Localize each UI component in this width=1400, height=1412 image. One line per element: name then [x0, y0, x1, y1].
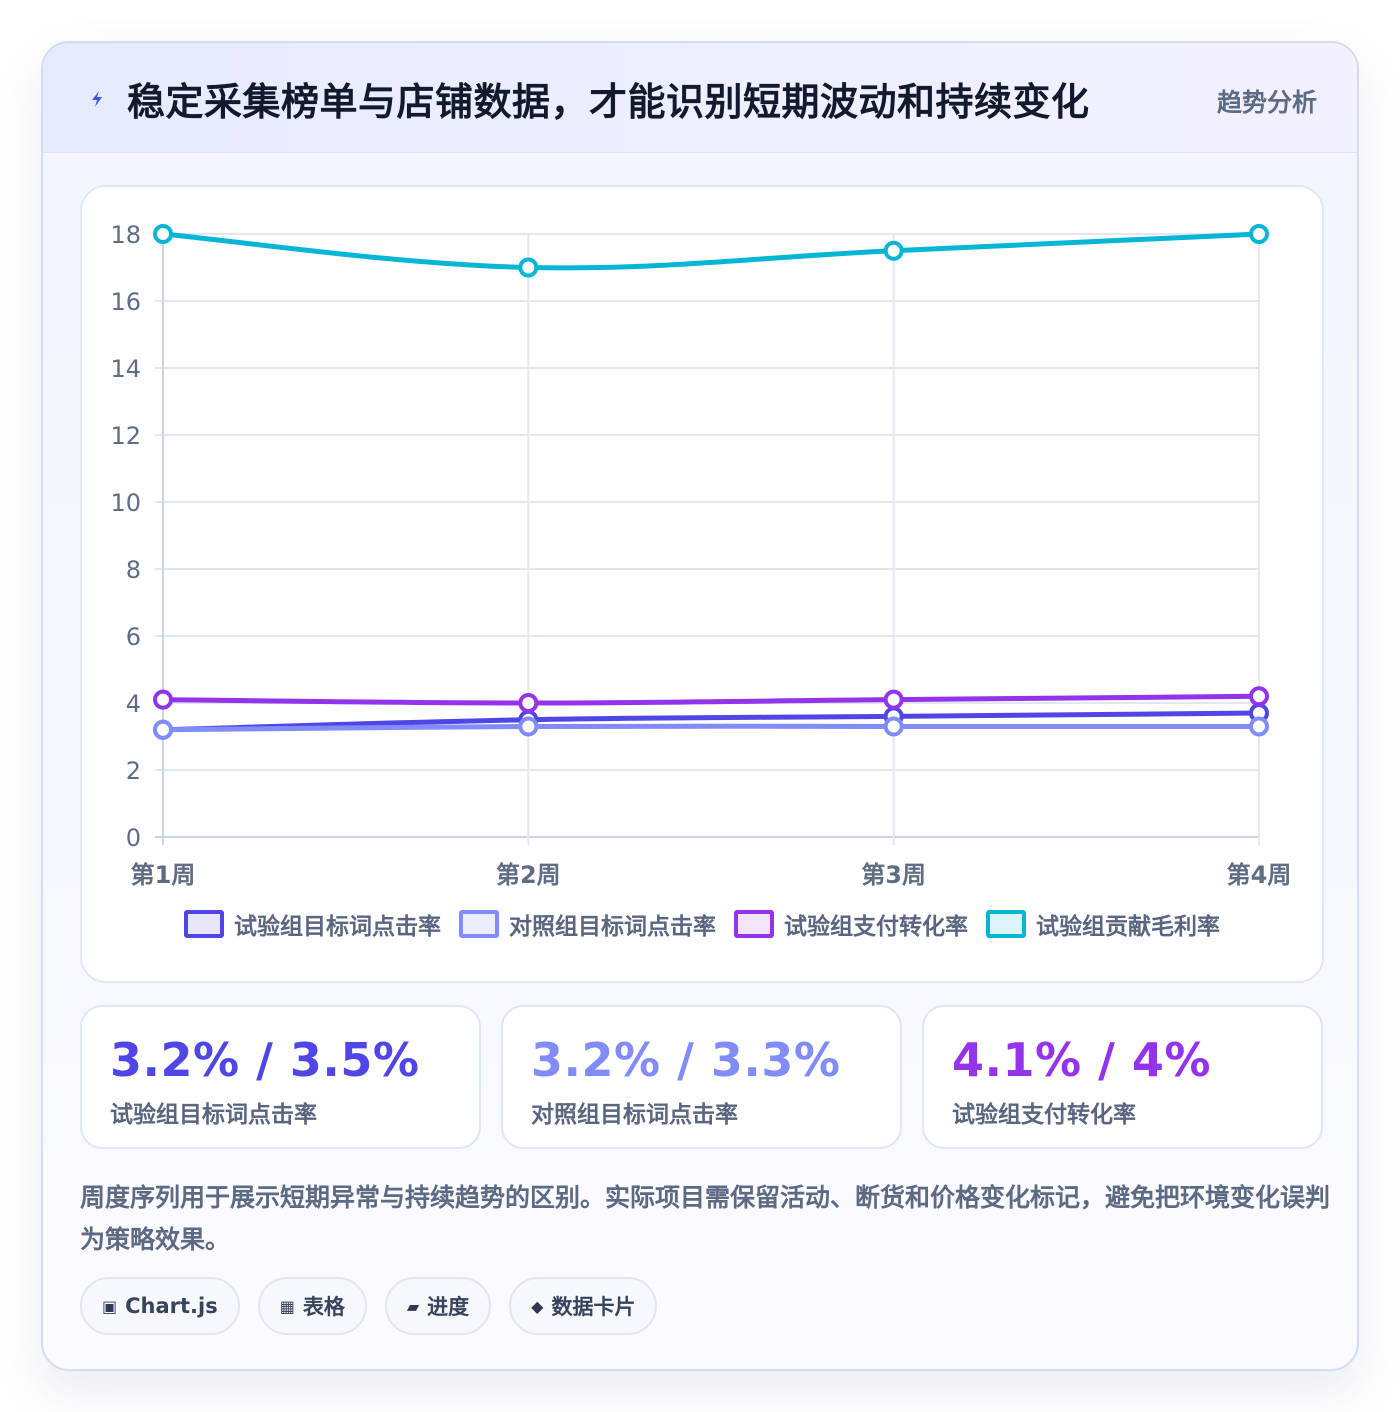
stat-card-test-ctr: 3.2% / 3.5% 试验组目标词点击率	[80, 1005, 481, 1149]
stat-value: 3.2% / 3.5%	[110, 1033, 420, 1087]
legend-label: 试验组贡献毛利率	[1036, 914, 1220, 940]
card-header: 稳定采集榜单与店铺数据，才能识别短期波动和持续变化 趋势分析	[43, 43, 1357, 153]
data-point	[1249, 686, 1269, 707]
chip-table[interactable]: ▦ 表格	[257, 1277, 367, 1335]
data-point	[153, 224, 173, 244]
x-tick-label: 第3周	[861, 861, 926, 889]
legend-swatch	[184, 910, 224, 938]
series-line	[160, 693, 1262, 706]
data-point	[883, 240, 904, 261]
legend-item[interactable]: 试验组支付转化率	[734, 907, 968, 941]
y-tick-label: 18	[110, 221, 141, 249]
legend-swatch	[459, 910, 499, 938]
data-point	[518, 257, 539, 278]
legend-label: 试验组支付转化率	[784, 914, 968, 940]
page-title: 稳定采集榜单与店铺数据，才能识别短期波动和持续变化	[127, 80, 1090, 124]
legend-swatch	[986, 910, 1026, 938]
legend-label: 对照组目标词点击率	[509, 914, 716, 940]
x-tick-label: 第4周	[1227, 861, 1292, 889]
y-tick-label: 0	[126, 824, 141, 852]
data-point	[1249, 224, 1269, 244]
stat-cards: 3.2% / 3.5% 试验组目标词点击率 3.2% / 3.3% 对照组目标词…	[80, 1005, 1324, 1149]
square-icon: ▣	[102, 1296, 118, 1316]
y-tick-label: 8	[126, 556, 141, 584]
data-point	[153, 719, 173, 740]
series-line	[160, 710, 1262, 733]
description-note: 周度序列用于展示短期异常与持续趋势的区别。实际项目需保留活动、断货和价格变化标记…	[80, 1183, 1331, 1254]
y-tick-label: 16	[110, 288, 141, 316]
data-point	[883, 689, 904, 710]
stat-card-control-ctr: 3.2% / 3.3% 对照组目标词点击率	[501, 1005, 902, 1149]
stat-label: 试验组支付转化率	[952, 1102, 1136, 1128]
chart-legend: 试验组目标词点击率 对照组目标词点击率 试验组支付转化率 试验组贡献毛利率	[82, 907, 1322, 941]
y-tick-label: 6	[126, 623, 141, 651]
data-point	[883, 716, 904, 737]
lightning-bolt-icon	[92, 91, 102, 107]
legend-item[interactable]: 试验组贡献毛利率	[986, 907, 1220, 941]
y-tick-label: 10	[110, 489, 141, 517]
chip-label: 表格	[302, 1295, 345, 1319]
legend-item[interactable]: 试验组目标词点击率	[184, 907, 441, 941]
chip-label: Chart.js	[125, 1294, 218, 1318]
grid-icon: ▦	[279, 1296, 295, 1316]
chip-label: 数据卡片	[551, 1295, 636, 1319]
line-chart: 0 2 4 6 8 10 12 14 16 18 第1周 第2周 第3周 第4周	[110, 221, 1292, 889]
chip-chartjs[interactable]: ▣ Chart.js	[80, 1277, 240, 1335]
category-tag: 趋势分析	[1216, 88, 1317, 117]
x-tick-label: 第2周	[496, 861, 561, 889]
series-line	[160, 723, 1262, 733]
stat-value: 4.1% / 4%	[952, 1033, 1212, 1087]
chip-progress[interactable]: ▰ 进度	[384, 1277, 492, 1335]
series-line	[160, 231, 1262, 271]
data-point	[1249, 716, 1269, 737]
y-tick-label: 12	[110, 422, 141, 450]
data-point	[518, 693, 539, 713]
x-tick-label: 第1周	[131, 861, 196, 889]
dashboard-card: 稳定采集榜单与店铺数据，才能识别短期波动和持续变化 趋势分析 0 2 4 6 8 10 12…	[41, 41, 1359, 1371]
stat-label: 试验组目标词点击率	[110, 1102, 317, 1128]
stat-value: 3.2% / 3.3%	[531, 1033, 841, 1087]
legend-swatch	[734, 910, 774, 938]
chip-data-card[interactable]: ◆ 数据卡片	[509, 1277, 658, 1335]
data-point	[153, 689, 173, 710]
chart-panel: 0 2 4 6 8 10 12 14 16 18 第1周 第2周 第3周 第4周 试验组目标词点击率 对照组…	[80, 185, 1324, 983]
y-tick-label: 2	[126, 757, 141, 785]
legend-label: 试验组目标词点击率	[234, 914, 441, 940]
stat-label: 对照组目标词点击率	[531, 1102, 738, 1128]
data-point	[518, 716, 539, 737]
y-tick-label: 14	[110, 355, 141, 383]
tech-chips: ▣ Chart.js ▦ 表格 ▰ 进度 ◆ 数据卡片	[80, 1277, 658, 1335]
chip-label: 进度	[427, 1295, 470, 1319]
legend-item[interactable]: 对照组目标词点击率	[459, 907, 716, 941]
stat-card-conversion: 4.1% / 4% 试验组支付转化率	[922, 1005, 1323, 1149]
progress-icon: ▰	[406, 1296, 420, 1316]
diamond-icon: ◆	[531, 1296, 544, 1316]
y-tick-label: 4	[126, 690, 141, 718]
